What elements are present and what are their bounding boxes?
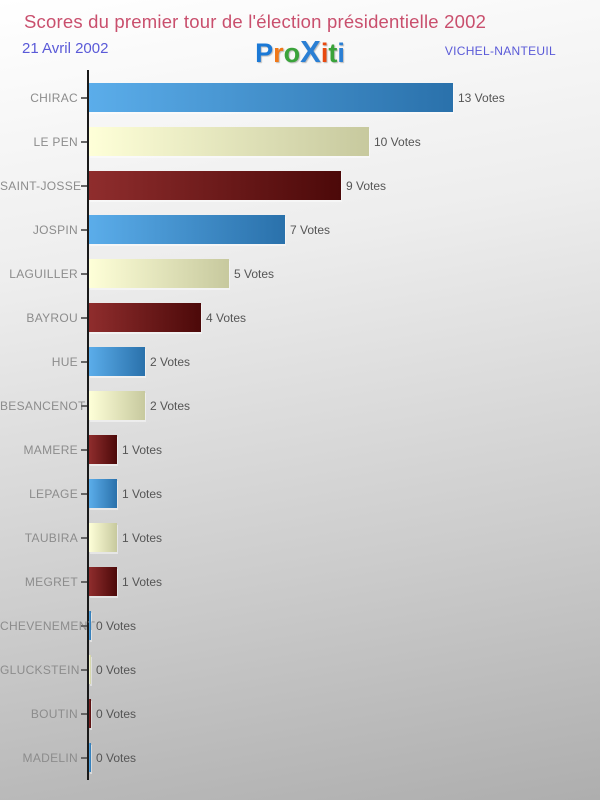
axis-tick: [81, 316, 87, 319]
vote-bar: [89, 303, 201, 332]
vote-count-label: 13 Votes: [458, 90, 505, 105]
candidate-label: JOSPIN: [32, 222, 78, 237]
logo-letter: X: [300, 34, 321, 69]
candidate-label: BESANCENOT: [0, 398, 86, 413]
vote-count-label: 5 Votes: [234, 266, 275, 281]
candidate-label: BOUTIN: [30, 706, 78, 721]
axis-tick: [81, 624, 87, 627]
y-axis-line: [87, 70, 89, 780]
vote-bar: [89, 171, 341, 200]
chart-row: LEPAGE 1 Votes: [0, 479, 600, 508]
logo-letter: P: [255, 38, 274, 68]
vote-count-label: 0 Votes: [96, 706, 137, 721]
vote-count-label: 0 Votes: [96, 750, 137, 765]
vote-bar: [89, 391, 145, 420]
chart-row: BOUTIN 0 Votes: [0, 699, 600, 728]
axis-tick: [81, 96, 87, 99]
chart-row: BAYROU 4 Votes: [0, 303, 600, 332]
vote-count-label: 9 Votes: [346, 178, 387, 193]
vote-bar: [89, 655, 91, 684]
axis-tick: [81, 360, 87, 363]
axis-tick: [81, 272, 87, 275]
logo-letter: o: [283, 38, 301, 68]
chart-row: MEGRET 1 Votes: [0, 567, 600, 596]
axis-tick: [81, 668, 87, 671]
vote-count-label: 4 Votes: [206, 310, 247, 325]
candidate-label: LEPAGE: [29, 486, 78, 501]
proxiti-logo: ProXiti: [0, 34, 600, 70]
candidate-label: MAMERE: [23, 442, 78, 457]
vote-count-label: 0 Votes: [96, 662, 137, 677]
vote-count-label: 10 Votes: [374, 134, 421, 149]
chart-row: LE PEN 10 Votes: [0, 127, 600, 156]
axis-tick: [81, 448, 87, 451]
vote-bar: [89, 611, 91, 640]
candidate-label: LE PEN: [33, 134, 78, 149]
chart-row: MADELIN 0 Votes: [0, 743, 600, 772]
candidate-label: LAGUILLER: [9, 266, 78, 281]
vote-bar: [89, 435, 117, 464]
commune-name: VICHEL-NANTEUIL: [444, 44, 556, 58]
candidate-label: BAYROU: [26, 310, 78, 325]
vote-bar: [89, 479, 117, 508]
vote-count-label: 2 Votes: [150, 354, 191, 369]
axis-tick: [81, 536, 87, 539]
chart-row: TAUBIRA 1 Votes: [0, 523, 600, 552]
candidate-label: GLUCKSTEIN: [0, 662, 80, 677]
chart-row: CHEVENEMENT 0 Votes: [0, 611, 600, 640]
vote-bar: [89, 127, 369, 156]
vote-bar: [89, 743, 91, 772]
vote-bar: [89, 215, 285, 244]
vote-bar: [89, 347, 145, 376]
candidate-label: SAINT-JOSSE: [0, 178, 82, 193]
candidate-label: MADELIN: [22, 750, 78, 765]
vote-count-label: 0 Votes: [96, 618, 137, 633]
page-title: Scores du premier tour de l'élection pré…: [24, 11, 487, 32]
vote-count-label: 1 Votes: [122, 574, 163, 589]
vote-count-label: 1 Votes: [122, 530, 163, 545]
axis-tick: [81, 492, 87, 495]
vote-bar: [89, 567, 117, 596]
candidate-label: CHIRAC: [30, 90, 78, 105]
election-date: 21 Avril 2002: [22, 40, 109, 57]
axis-tick: [81, 756, 87, 759]
vote-bar: [89, 523, 117, 552]
logo-letter: r: [273, 38, 284, 68]
chart-row: JOSPIN 7 Votes: [0, 215, 600, 244]
axis-tick: [81, 140, 87, 143]
vote-count-label: 1 Votes: [122, 442, 163, 457]
candidate-label: MEGRET: [24, 574, 78, 589]
candidate-label: CHEVENEMENT: [0, 618, 96, 633]
logo-letter: i: [337, 38, 345, 68]
chart-row: CHIRAC 13 Votes: [0, 83, 600, 112]
vote-bar: [89, 83, 453, 112]
axis-tick: [81, 404, 87, 407]
vote-bar: [89, 699, 91, 728]
chart-row: LAGUILLER 5 Votes: [0, 259, 600, 288]
vote-count-label: 7 Votes: [290, 222, 331, 237]
axis-tick: [81, 184, 87, 187]
chart-row: GLUCKSTEIN 0 Votes: [0, 655, 600, 684]
axis-tick: [81, 712, 87, 715]
logo-letter: i: [320, 38, 329, 68]
axis-tick: [81, 228, 87, 231]
candidate-label: TAUBIRA: [24, 530, 78, 545]
candidate-label: HUE: [51, 354, 78, 369]
chart-row: SAINT-JOSSE 9 Votes: [0, 171, 600, 200]
chart-row: MAMERE 1 Votes: [0, 435, 600, 464]
vote-bar: [89, 259, 229, 288]
vote-count-label: 1 Votes: [122, 486, 163, 501]
logo-letter: t: [328, 38, 338, 68]
chart-row: HUE 2 Votes: [0, 347, 600, 376]
axis-tick: [81, 580, 87, 583]
chart-row: BESANCENOT 2 Votes: [0, 391, 600, 420]
vote-count-label: 2 Votes: [150, 398, 191, 413]
